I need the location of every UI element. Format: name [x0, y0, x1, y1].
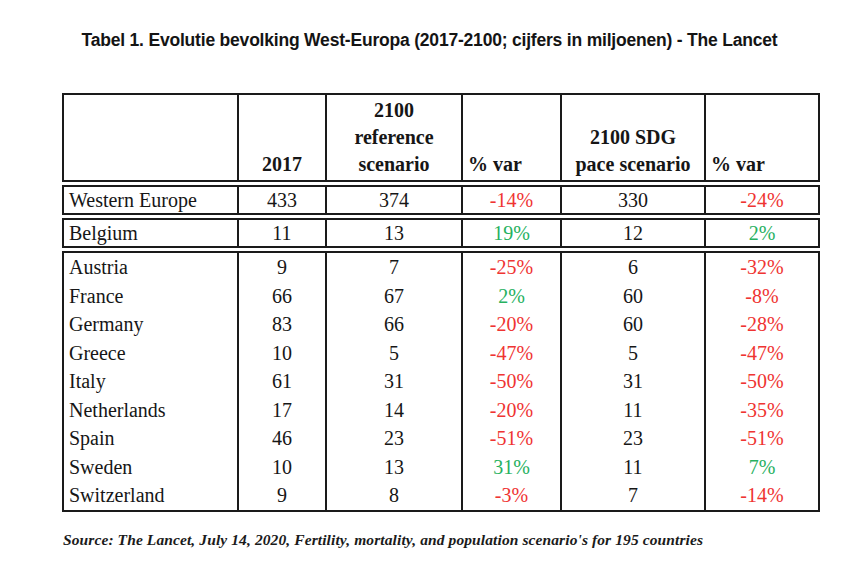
value-reference-2100-cell: 31 [327, 367, 463, 396]
value-reference-2100-cell: 14 [327, 396, 463, 425]
table-header: 2017 2100 reference scenario % var 2100 … [62, 93, 820, 182]
var-sdg-cell: -28% [706, 310, 818, 339]
var-sdg-cell: -35% [706, 396, 818, 425]
table-row: Belgium111319%122% [64, 220, 818, 246]
value-sdg-2100-cell: 7 [562, 481, 706, 510]
var-reference-cell: 2% [463, 282, 562, 311]
table-row: Greece105-47%5-47% [64, 339, 818, 368]
var-sdg-cell: -8% [706, 282, 818, 311]
country-cell: Greece [64, 339, 239, 368]
table-row: Spain4623-51%23-51% [64, 424, 818, 453]
var-reference-cell: -47% [463, 339, 562, 368]
value-sdg-2100-cell: 11 [562, 453, 706, 482]
var-sdg-cell: -51% [706, 424, 818, 453]
header-sdg-line2: pace scenario [576, 151, 691, 178]
var-sdg-cell: -50% [706, 367, 818, 396]
population-table: 2017 2100 reference scenario % var 2100 … [62, 93, 820, 512]
var-sdg-cell: 7% [706, 453, 818, 482]
table-row: Austria97-25%6-32% [64, 253, 818, 282]
var-sdg-cell: -14% [706, 481, 818, 510]
header-var2-cell: % var [706, 95, 818, 180]
value-reference-2100-cell: 66 [327, 310, 463, 339]
value-reference-2100-cell: 7 [327, 253, 463, 282]
belgium-section: Belgium111319%122% [62, 218, 820, 248]
var-sdg-cell: 2% [706, 220, 818, 246]
var-reference-cell: -20% [463, 310, 562, 339]
country-cell: Switzerland [64, 481, 239, 510]
value-2017-cell: 9 [239, 481, 327, 510]
value-sdg-2100-cell: 11 [562, 396, 706, 425]
value-sdg-2100-cell: 5 [562, 339, 706, 368]
table-row: Switzerland98-3%7-14% [64, 481, 818, 510]
header-ref-line1: 2100 [374, 97, 414, 124]
value-sdg-2100-cell: 12 [562, 220, 706, 246]
value-2017-cell: 9 [239, 253, 327, 282]
value-reference-2100-cell: 13 [327, 453, 463, 482]
var-reference-cell: -51% [463, 424, 562, 453]
source-note: Source: The Lancet, July 14, 2020, Ferti… [63, 531, 823, 549]
table-row: Netherlands1714-20%11-35% [64, 396, 818, 425]
header-reference-scenario-cell: 2100 reference scenario [327, 95, 463, 180]
var-reference-cell: -25% [463, 253, 562, 282]
var-reference-cell: 31% [463, 453, 562, 482]
country-cell: Belgium [64, 220, 239, 246]
country-cell: Sweden [64, 453, 239, 482]
value-reference-2100-cell: 23 [327, 424, 463, 453]
country-cell: France [64, 282, 239, 311]
header-sdg-line1: 2100 SDG [590, 124, 676, 151]
table-row: Western Europe433374-14%330-24% [64, 187, 818, 213]
value-reference-2100-cell: 8 [327, 481, 463, 510]
var-sdg-cell: -47% [706, 339, 818, 368]
value-sdg-2100-cell: 23 [562, 424, 706, 453]
western-europe-section: Western Europe433374-14%330-24% [62, 185, 820, 215]
value-sdg-2100-cell: 31 [562, 367, 706, 396]
value-sdg-2100-cell: 60 [562, 282, 706, 311]
header-2017-cell: 2017 [239, 95, 327, 180]
value-reference-2100-cell: 5 [327, 339, 463, 368]
country-cell: Western Europe [64, 187, 239, 213]
table-row: Sweden101331%117% [64, 453, 818, 482]
value-2017-cell: 433 [239, 187, 327, 213]
value-reference-2100-cell: 67 [327, 282, 463, 311]
value-2017-cell: 83 [239, 310, 327, 339]
var-reference-cell: -50% [463, 367, 562, 396]
country-cell: Austria [64, 253, 239, 282]
header-var1-cell: % var [463, 95, 562, 180]
table-row: Italy6131-50%31-50% [64, 367, 818, 396]
value-2017-cell: 10 [239, 453, 327, 482]
header-2017-label: 2017 [262, 151, 302, 178]
value-reference-2100-cell: 13 [327, 220, 463, 246]
var-reference-cell: -3% [463, 481, 562, 510]
header-ref-line3: scenario [358, 151, 429, 178]
table-title: Tabel 1. Evolutie bevolking West-Europa … [0, 30, 859, 51]
header-ref-line2: reference [354, 124, 433, 151]
value-sdg-2100-cell: 6 [562, 253, 706, 282]
country-cell: Netherlands [64, 396, 239, 425]
table-row: France66672%60-8% [64, 282, 818, 311]
var-reference-cell: 19% [463, 220, 562, 246]
value-2017-cell: 11 [239, 220, 327, 246]
country-cell: Germany [64, 310, 239, 339]
value-2017-cell: 66 [239, 282, 327, 311]
value-sdg-2100-cell: 330 [562, 187, 706, 213]
table-row: Germany8366-20%60-28% [64, 310, 818, 339]
var-reference-cell: -20% [463, 396, 562, 425]
value-reference-2100-cell: 374 [327, 187, 463, 213]
var-sdg-cell: -24% [706, 187, 818, 213]
countries-section: Austria97-25%6-32%France66672%60-8%Germa… [62, 251, 820, 512]
country-cell: Spain [64, 424, 239, 453]
value-2017-cell: 46 [239, 424, 327, 453]
value-2017-cell: 17 [239, 396, 327, 425]
header-var1-label: % var [468, 151, 522, 178]
header-sdg-scenario-cell: 2100 SDG pace scenario [562, 95, 706, 180]
var-sdg-cell: -32% [706, 253, 818, 282]
var-reference-cell: -14% [463, 187, 562, 213]
value-sdg-2100-cell: 60 [562, 310, 706, 339]
header-country-cell [64, 95, 239, 180]
header-var2-label: % var [711, 151, 765, 178]
country-cell: Italy [64, 367, 239, 396]
value-2017-cell: 10 [239, 339, 327, 368]
header-row: 2017 2100 reference scenario % var 2100 … [64, 95, 818, 180]
value-2017-cell: 61 [239, 367, 327, 396]
